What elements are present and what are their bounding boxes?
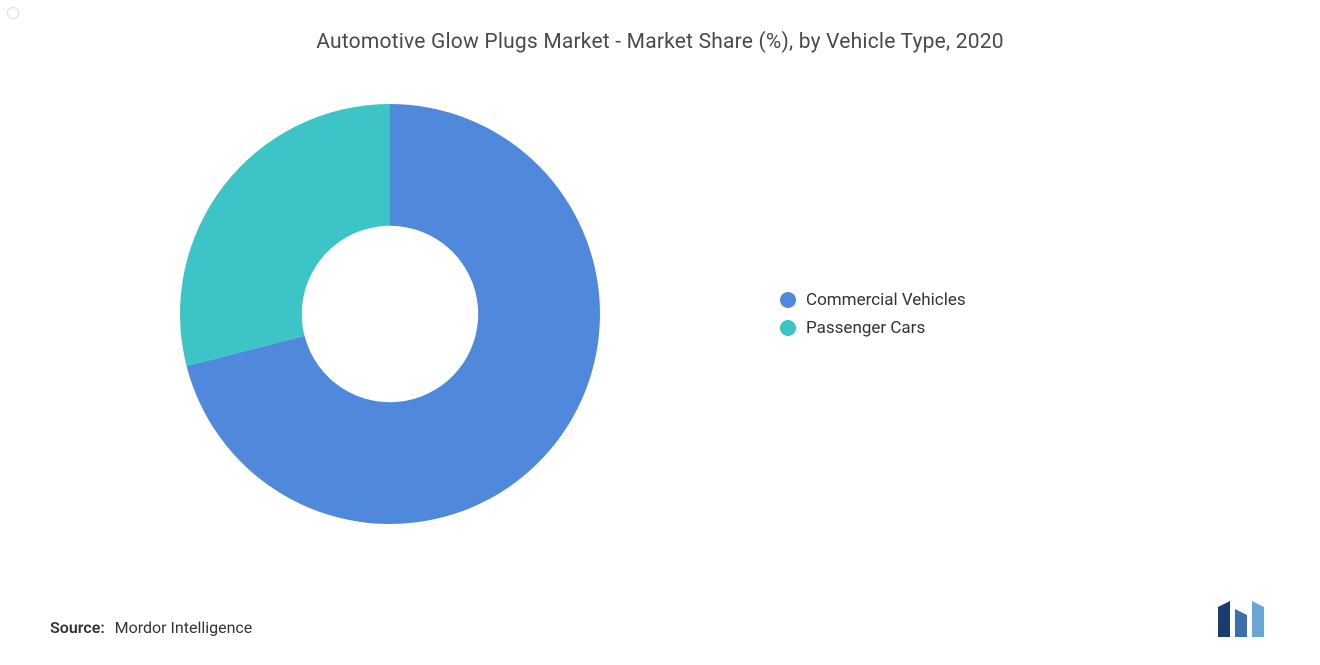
chart-container: Automotive Glow Plugs Market - Market Sh…	[0, 0, 1320, 665]
chart-title: Automotive Glow Plugs Market - Market Sh…	[50, 30, 1270, 54]
donut-chart	[180, 104, 600, 524]
chart-area: Commercial Vehicles Passenger Cars	[50, 74, 1270, 554]
watermark-icon	[6, 6, 20, 20]
legend-marker-icon	[780, 292, 796, 308]
footer-row: Source: Mordor Intelligence	[50, 597, 1270, 637]
donut-slice	[180, 104, 390, 366]
legend-marker-icon	[780, 320, 796, 336]
mordor-logo-icon	[1214, 597, 1270, 637]
logo-bar	[1235, 609, 1247, 637]
source-label: Source:	[50, 618, 105, 637]
legend: Commercial Vehicles Passenger Cars	[780, 290, 966, 338]
logo-bar	[1252, 601, 1264, 637]
legend-item: Commercial Vehicles	[780, 290, 966, 310]
legend-item: Passenger Cars	[780, 318, 966, 338]
source-attribution: Source: Mordor Intelligence	[50, 618, 252, 637]
legend-label: Passenger Cars	[806, 318, 925, 338]
source-value: Mordor Intelligence	[115, 618, 253, 637]
logo-bar	[1218, 601, 1230, 637]
legend-label: Commercial Vehicles	[806, 290, 966, 310]
donut-svg	[180, 104, 600, 524]
